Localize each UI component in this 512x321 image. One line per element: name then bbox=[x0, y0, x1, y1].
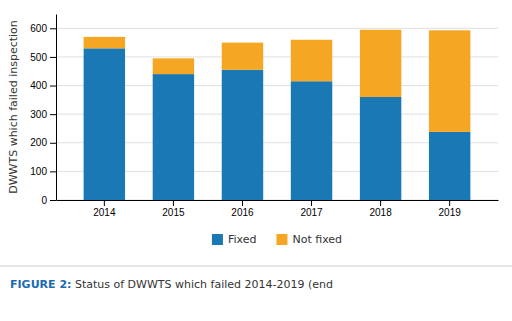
y-tick-mark bbox=[50, 28, 56, 29]
x-tick-label: 2015 bbox=[162, 207, 185, 218]
legend-swatch bbox=[212, 234, 223, 245]
legend-label: Not fixed bbox=[292, 233, 342, 246]
y-axis-line bbox=[56, 15, 57, 201]
bar bbox=[291, 81, 332, 200]
chart: 0100200300400500600201420152016201720182… bbox=[0, 0, 512, 321]
grid-line bbox=[56, 28, 498, 29]
y-tick-label: 300 bbox=[30, 109, 47, 120]
y-tick: 200 bbox=[30, 137, 56, 148]
bar bbox=[429, 30, 470, 132]
y-tick-mark bbox=[50, 57, 56, 58]
x-tick-label: 2017 bbox=[300, 207, 323, 218]
bar bbox=[84, 37, 125, 48]
y-tick-label: 500 bbox=[30, 52, 47, 63]
bar bbox=[153, 58, 194, 74]
bar bbox=[222, 70, 263, 200]
x-tick-mark bbox=[104, 200, 105, 206]
y-tick: 500 bbox=[30, 52, 56, 63]
y-tick-label: 400 bbox=[30, 80, 47, 91]
x-tick-mark bbox=[242, 200, 243, 206]
x-tick: 2017 bbox=[300, 200, 323, 218]
x-tick-label: 2018 bbox=[369, 207, 392, 218]
x-tick-mark bbox=[311, 200, 312, 206]
y-tick-label: 200 bbox=[30, 137, 47, 148]
x-tick-label: 2014 bbox=[93, 207, 116, 218]
y-tick-mark bbox=[50, 86, 56, 87]
series bbox=[84, 48, 471, 200]
y-tick-label: 600 bbox=[30, 23, 47, 34]
caption-strip bbox=[0, 266, 512, 321]
bar bbox=[222, 43, 263, 70]
caption-text: Status of DWWTS which failed 2014-2019 (… bbox=[71, 278, 333, 291]
legend-item: Not fixed bbox=[276, 233, 342, 246]
bar bbox=[360, 97, 401, 200]
bar bbox=[153, 74, 194, 200]
x-tick-mark bbox=[449, 200, 450, 206]
x-tick: 2015 bbox=[162, 200, 185, 218]
y-axis: 0 100 200 300 400 500 600 bbox=[30, 15, 56, 206]
y-tick: 300 bbox=[30, 109, 56, 120]
x-tick: 2016 bbox=[231, 200, 254, 218]
x-tick-mark bbox=[380, 200, 381, 206]
bar bbox=[429, 132, 470, 200]
series bbox=[84, 30, 471, 132]
x-axis: 2014 2015 2016 2017 2018 2019 bbox=[57, 200, 499, 218]
x-tick: 2018 bbox=[369, 200, 392, 218]
y-tick-mark bbox=[50, 114, 56, 115]
caption-separator bbox=[0, 266, 512, 267]
bar bbox=[291, 40, 332, 81]
bars bbox=[84, 30, 471, 200]
legend-label: Fixed bbox=[228, 233, 257, 246]
y-tick: 400 bbox=[30, 80, 56, 91]
y-tick-mark bbox=[50, 171, 56, 172]
x-tick-label: 2016 bbox=[231, 207, 254, 218]
y-axis-title: DWWTS which failed inspection bbox=[7, 20, 20, 194]
y-tick-label: 0 bbox=[41, 195, 47, 206]
legend-swatch bbox=[276, 234, 287, 245]
x-tick-mark bbox=[173, 200, 174, 206]
legend-item: Fixed bbox=[212, 233, 257, 246]
y-tick-label: 100 bbox=[30, 166, 47, 177]
x-tick: 2019 bbox=[439, 200, 462, 218]
y-tick: 100 bbox=[30, 166, 56, 177]
bar bbox=[84, 48, 125, 200]
bar bbox=[360, 30, 401, 97]
y-tick-mark bbox=[50, 143, 56, 144]
legend: Fixed Not fixed bbox=[212, 233, 342, 246]
x-axis-line bbox=[57, 200, 499, 201]
grid bbox=[56, 28, 498, 200]
x-tick: 2014 bbox=[93, 200, 116, 218]
y-tick: 0 bbox=[41, 195, 56, 206]
x-tick-label: 2019 bbox=[439, 207, 462, 218]
y-tick: 600 bbox=[30, 23, 56, 34]
y-tick-mark bbox=[50, 200, 56, 201]
caption-text: FIGURE 2: bbox=[10, 278, 71, 291]
